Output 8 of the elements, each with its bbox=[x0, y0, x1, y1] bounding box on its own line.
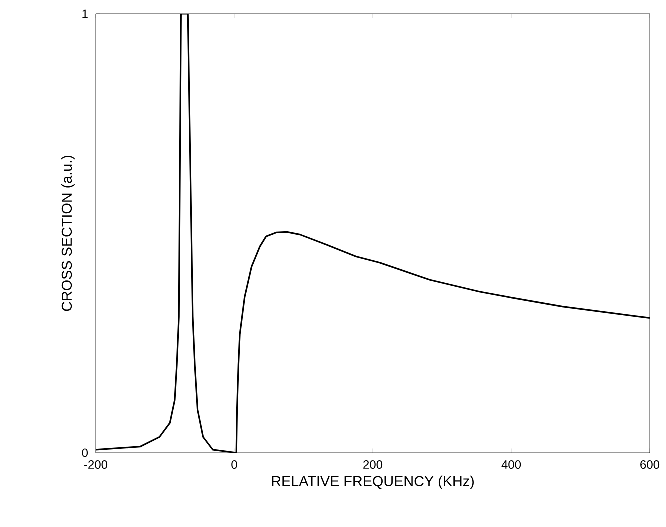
x-tick-label: -200 bbox=[84, 460, 108, 470]
y-tick-label: 1 bbox=[82, 10, 88, 18]
x-axis-title: RELATIVE FREQUENCY (KHz) bbox=[272, 476, 474, 490]
x-tick-label: 400 bbox=[502, 460, 522, 470]
x-tick-label: 0 bbox=[232, 460, 238, 470]
x-tick-label: 200 bbox=[364, 460, 383, 470]
x-tick-label: 600 bbox=[640, 460, 660, 470]
y-axis-title: CROSS SECTION (a.u.) bbox=[62, 156, 75, 312]
